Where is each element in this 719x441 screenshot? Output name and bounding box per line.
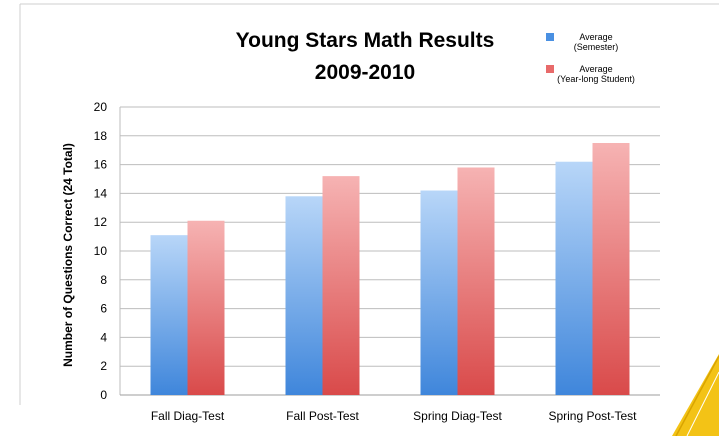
- y-axis-label: Number of Questions Correct (24 Total): [61, 143, 75, 367]
- bar-year-long-3: [592, 143, 630, 395]
- chart-title: Young Stars Math Results: [236, 29, 495, 52]
- y-tick-label: 4: [100, 330, 107, 344]
- y-tick-label: 6: [100, 302, 107, 316]
- legend-swatch: [546, 33, 554, 41]
- y-tick-label: 10: [94, 244, 108, 258]
- bar-semester-0: [150, 235, 188, 395]
- bar-semester-3: [555, 161, 593, 395]
- bar-year-long-1: [322, 176, 360, 395]
- chart-subtitle: 2009-2010: [315, 61, 415, 84]
- bar-semester-1: [285, 196, 323, 395]
- x-category-label: Fall Diag-Test: [151, 409, 225, 423]
- legend: Average(Semester)Average(Year-long Stude…: [546, 32, 635, 84]
- y-tick-label: 2: [100, 359, 107, 373]
- y-tick-labels: 0 2 4 6 8 10 12 14 16 18 20: [94, 100, 108, 402]
- bar-year-long-2: [457, 167, 495, 395]
- legend-label: Average: [579, 32, 612, 42]
- legend-label: (Semester): [574, 42, 619, 52]
- legend-label: Average: [579, 64, 612, 74]
- y-tick-label: 14: [94, 186, 108, 200]
- bars: [150, 143, 630, 395]
- x-category-label: Spring Diag-Test: [413, 409, 502, 423]
- y-tick-label: 16: [94, 158, 108, 172]
- y-tick-label: 18: [94, 129, 108, 143]
- legend-label: (Year-long Student): [557, 74, 635, 84]
- corner-accent-decoration: [672, 354, 719, 437]
- legend-swatch: [546, 65, 554, 73]
- bar-year-long-0: [187, 220, 225, 395]
- y-tick-label: 8: [100, 273, 107, 287]
- y-tick-label: 0: [100, 388, 107, 402]
- x-category-label: Fall Post-Test: [286, 409, 359, 423]
- y-tick-label: 20: [94, 100, 108, 114]
- y-tick-label: 12: [94, 215, 108, 229]
- x-category-label: Spring Post-Test: [548, 409, 637, 423]
- category-labels: Fall Diag-Test Fall Post-Test Spring Diag-…: [151, 409, 637, 423]
- bar-semester-2: [420, 190, 458, 395]
